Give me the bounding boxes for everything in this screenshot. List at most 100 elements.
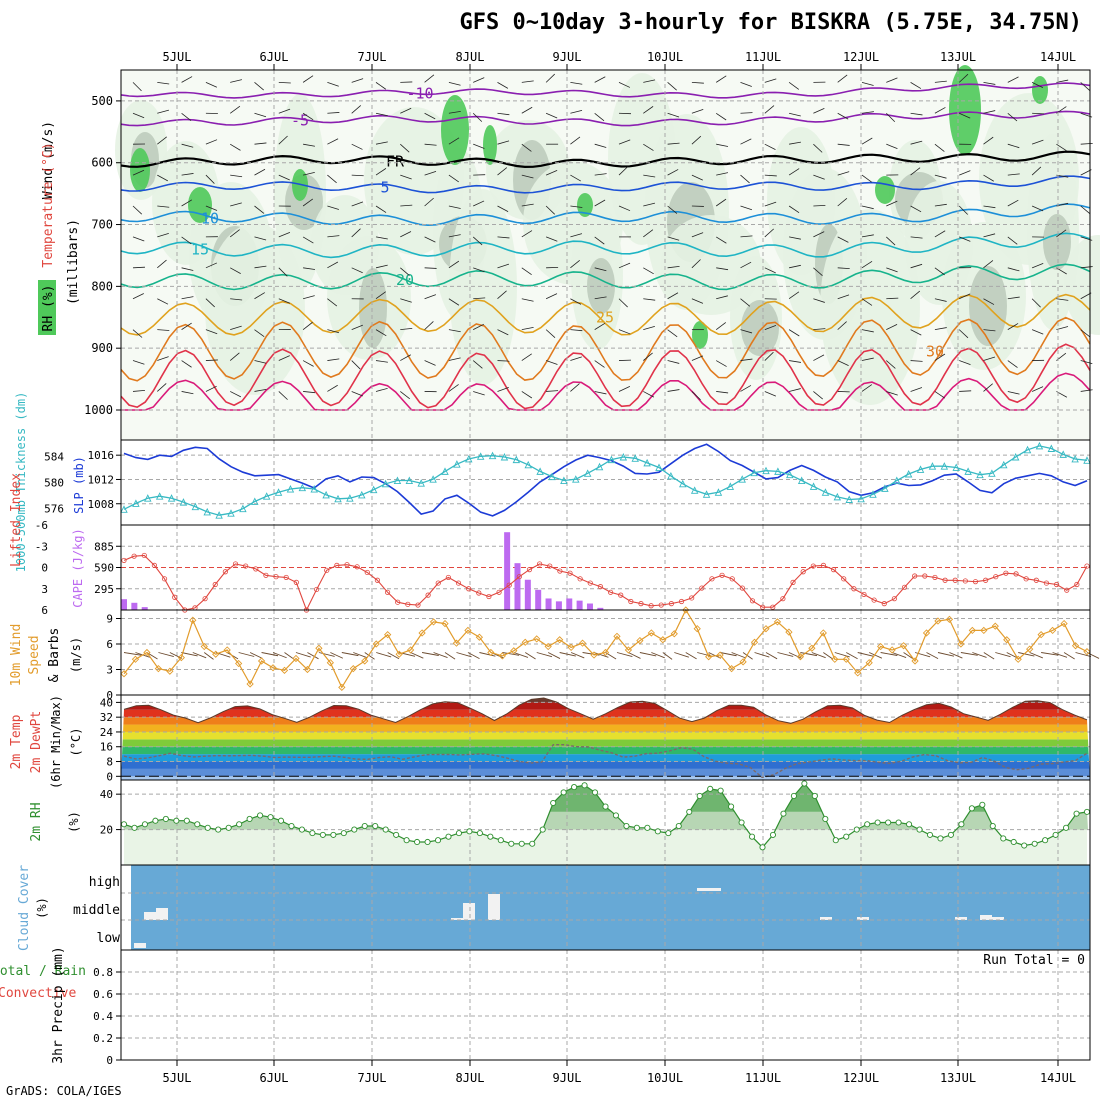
lifted-index-point <box>445 574 451 581</box>
wind-barb <box>205 329 218 335</box>
date-label-bottom: 11JUL <box>745 1071 781 1085</box>
surface-wind-barb <box>651 652 665 659</box>
wind-barb <box>715 75 727 83</box>
date-label-top: 12JUL <box>843 50 879 64</box>
rh2m-point <box>1063 824 1070 831</box>
rh2m-point <box>717 787 724 794</box>
wind-barb <box>667 82 677 91</box>
lifted-index-point <box>587 580 593 586</box>
wind-barb <box>400 231 412 238</box>
wind-barb <box>424 197 434 207</box>
wind-barb <box>1031 205 1044 212</box>
wind-barb <box>229 352 240 361</box>
wind-barb <box>448 174 459 183</box>
ylabel-cape: CAPE (J/kg) <box>71 528 85 607</box>
wind-barb <box>1031 329 1044 335</box>
cape-bar <box>524 579 531 610</box>
thickness-point <box>1011 452 1020 461</box>
wind-barb <box>521 174 534 179</box>
wind-speed-point <box>544 642 552 651</box>
date-label-bottom: 5JUL <box>163 1071 192 1085</box>
thickness-point <box>631 454 639 462</box>
wind-barb <box>910 167 921 176</box>
surface-wind-barb <box>777 652 794 657</box>
date-label-top: 10JUL <box>647 50 683 64</box>
isotherm-label: 15 <box>191 240 209 258</box>
surface-wind-barb <box>238 652 255 657</box>
wind-speed-point <box>842 655 850 663</box>
lifted-index-point <box>334 562 340 568</box>
wind-speed-point <box>315 644 323 652</box>
wind-speed-point <box>762 625 770 633</box>
wind-barb <box>278 267 288 277</box>
wind-barb <box>1056 79 1069 83</box>
wind-speed-point <box>980 626 988 635</box>
wind-barb <box>278 232 291 238</box>
lifted-index-point <box>476 590 482 596</box>
rh2m-point <box>571 784 578 791</box>
cloud-bar <box>488 894 500 920</box>
wind-speed-point <box>246 680 254 688</box>
lifted-index-point <box>820 562 827 568</box>
wind-speed-point <box>384 631 392 639</box>
wind-barb <box>157 233 169 238</box>
cape-bar <box>121 599 127 610</box>
ylabel-millibars: (millibars) <box>66 219 81 305</box>
wind-barb <box>691 391 701 401</box>
rh2m-point <box>267 814 274 821</box>
isotherm-line <box>120 316 1091 382</box>
surface-wind-barb <box>960 652 978 656</box>
wind-barb <box>448 260 460 269</box>
wind-barb <box>327 81 339 87</box>
wind-barb <box>254 329 265 338</box>
rh2m-point <box>424 838 431 846</box>
cape-tick-label: 885 <box>94 540 114 553</box>
wind-barb <box>157 81 170 85</box>
date-label-top: 9JUL <box>553 50 582 64</box>
rh2m-point <box>864 821 871 828</box>
thickness-point <box>655 463 663 471</box>
wind-speed-point <box>624 646 633 654</box>
rh2m-point <box>236 821 243 828</box>
cloud-tick-low: low <box>97 931 121 946</box>
wind-barb <box>1080 389 1093 392</box>
rh2m-point <box>497 837 504 844</box>
wind-barb <box>740 138 752 145</box>
rh-shade-high <box>441 95 469 165</box>
lifted-index-point <box>912 573 918 579</box>
wind-barb <box>570 356 582 361</box>
isotherm-label: 5 <box>380 178 389 196</box>
wind-barb <box>643 174 656 178</box>
wind-barb <box>424 321 434 330</box>
thickness-point <box>1000 460 1008 469</box>
surface-wind-barb <box>949 652 963 659</box>
surface-wind-barb <box>192 652 207 659</box>
wind-barb <box>424 360 436 366</box>
wind-barb <box>351 105 362 114</box>
wind-barb <box>618 298 628 308</box>
surface-wind-barb <box>1041 652 1059 656</box>
wind-barb <box>861 329 874 333</box>
rh2m-point <box>937 835 944 842</box>
surface-wind-barb <box>880 652 898 656</box>
surface-wind-barb <box>341 652 359 657</box>
thickness-point <box>441 467 449 475</box>
wind-barb <box>570 109 583 114</box>
thickness-point <box>346 494 354 502</box>
wind-barb <box>254 205 265 214</box>
wind-barb <box>400 391 411 400</box>
wind-speed-point <box>659 636 667 644</box>
rh2m-point <box>141 821 148 828</box>
rh2m-point <box>372 822 379 830</box>
wind-speed-point <box>280 666 289 674</box>
wind-barb <box>570 81 583 85</box>
wind-barb <box>351 201 364 207</box>
surface-wind-barb <box>570 652 585 659</box>
surface-wind-barb <box>972 652 987 658</box>
lifted-index-point <box>851 586 857 592</box>
wind-tick-label: 0 <box>106 689 113 702</box>
thickness-point <box>155 492 164 500</box>
wind-speed-point <box>1071 642 1080 650</box>
temp-tick-label: 0 <box>106 770 113 783</box>
thickness-point <box>369 485 378 494</box>
